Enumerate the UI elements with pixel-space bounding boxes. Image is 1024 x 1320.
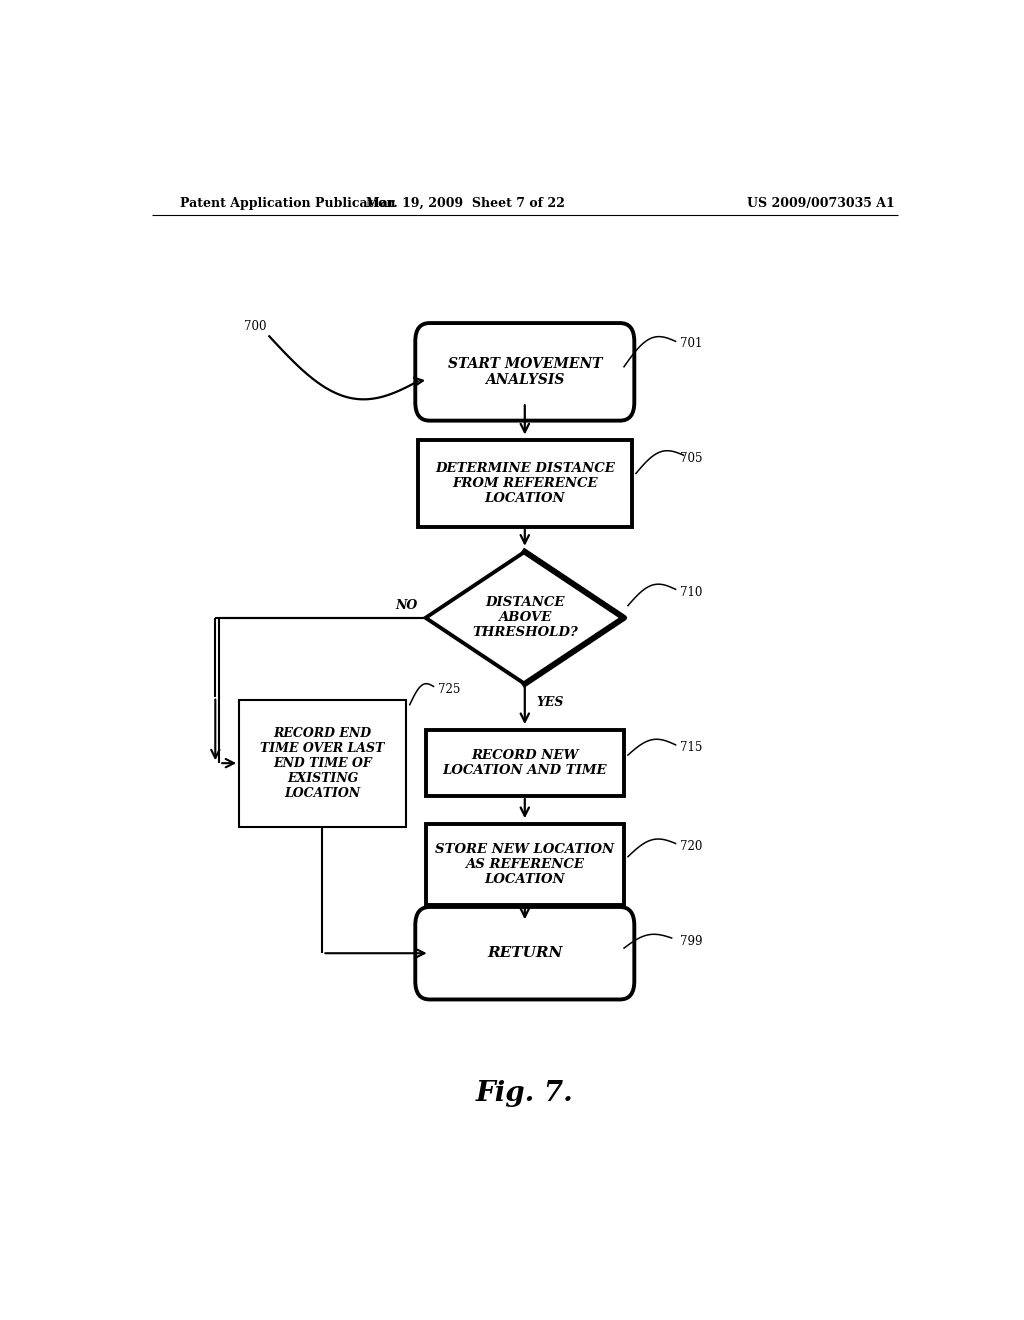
Text: 725: 725 bbox=[437, 682, 460, 696]
Text: NO: NO bbox=[395, 599, 418, 612]
Text: 715: 715 bbox=[680, 742, 701, 755]
Polygon shape bbox=[426, 552, 624, 684]
Text: US 2009/0073035 A1: US 2009/0073035 A1 bbox=[748, 197, 895, 210]
Text: 705: 705 bbox=[680, 451, 702, 465]
Text: 700: 700 bbox=[245, 319, 267, 333]
Text: 701: 701 bbox=[680, 337, 701, 350]
Text: 720: 720 bbox=[680, 840, 701, 853]
Text: YES: YES bbox=[536, 696, 563, 709]
Bar bbox=[418, 441, 632, 527]
Text: STORE NEW LOCATION
AS REFERENCE
LOCATION: STORE NEW LOCATION AS REFERENCE LOCATION bbox=[435, 843, 614, 886]
FancyBboxPatch shape bbox=[416, 323, 634, 421]
Bar bbox=[240, 700, 406, 826]
Text: DISTANCE
ABOVE
THRESHOLD?: DISTANCE ABOVE THRESHOLD? bbox=[472, 597, 578, 639]
Text: 799: 799 bbox=[680, 935, 702, 948]
Bar bbox=[426, 730, 624, 796]
Bar bbox=[426, 824, 624, 906]
Text: Mar. 19, 2009  Sheet 7 of 22: Mar. 19, 2009 Sheet 7 of 22 bbox=[366, 197, 564, 210]
Text: 710: 710 bbox=[680, 586, 701, 599]
Text: RECORD END
TIME OVER LAST
END TIME OF
EXISTING
LOCATION: RECORD END TIME OVER LAST END TIME OF EX… bbox=[260, 726, 385, 800]
Text: Fig. 7.: Fig. 7. bbox=[476, 1080, 573, 1107]
Text: DETERMINE DISTANCE
FROM REFERENCE
LOCATION: DETERMINE DISTANCE FROM REFERENCE LOCATI… bbox=[435, 462, 614, 506]
FancyBboxPatch shape bbox=[416, 907, 634, 999]
Text: START MOVEMENT
ANALYSIS: START MOVEMENT ANALYSIS bbox=[447, 356, 602, 387]
Text: RETURN: RETURN bbox=[487, 946, 562, 960]
Text: RECORD NEW
LOCATION AND TIME: RECORD NEW LOCATION AND TIME bbox=[442, 750, 607, 777]
Text: Patent Application Publication: Patent Application Publication bbox=[179, 197, 395, 210]
